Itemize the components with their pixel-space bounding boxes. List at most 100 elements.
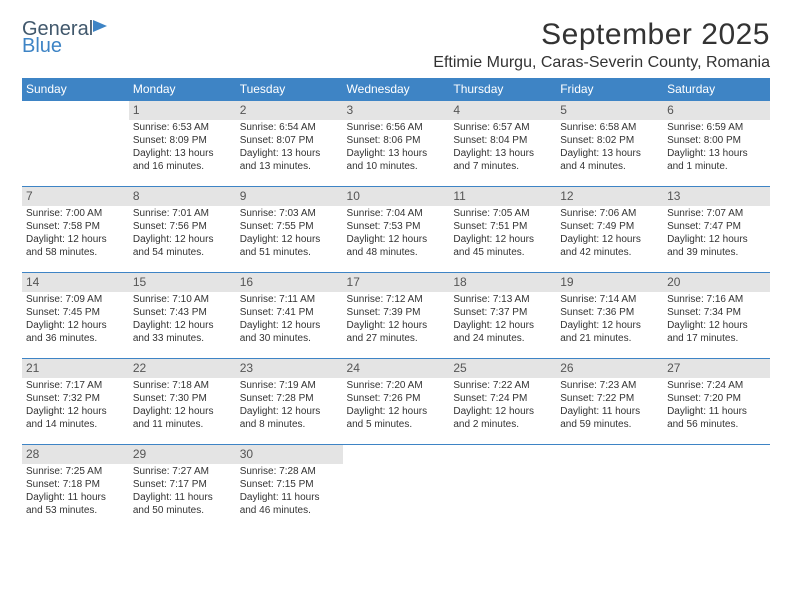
day-number: 17 — [343, 272, 450, 292]
day-number: 20 — [663, 272, 770, 292]
day-text: Sunrise: 6:54 AMSunset: 8:07 PMDaylight:… — [236, 120, 343, 179]
day-number: 2 — [236, 100, 343, 120]
day-cell: 24Sunrise: 7:20 AMSunset: 7:26 PMDayligh… — [343, 358, 450, 444]
day-cell: 2Sunrise: 6:54 AMSunset: 8:07 PMDaylight… — [236, 100, 343, 186]
day-cell: 10Sunrise: 7:04 AMSunset: 7:53 PMDayligh… — [343, 186, 450, 272]
day-text: Sunrise: 7:10 AMSunset: 7:43 PMDaylight:… — [129, 292, 236, 351]
day-text: Sunrise: 7:03 AMSunset: 7:55 PMDaylight:… — [236, 206, 343, 265]
day-number: 16 — [236, 272, 343, 292]
day-text: Sunrise: 7:16 AMSunset: 7:34 PMDaylight:… — [663, 292, 770, 351]
logo-part2: Blue — [22, 35, 62, 57]
day-number: 9 — [236, 186, 343, 206]
week-row: 1Sunrise: 6:53 AMSunset: 8:09 PMDaylight… — [22, 100, 770, 186]
day-number — [22, 100, 129, 118]
location: Eftimie Murgu, Caras-Severin County, Rom… — [433, 54, 770, 72]
day-number: 23 — [236, 358, 343, 378]
dow-tuesday: Tuesday — [236, 78, 343, 100]
day-number: 4 — [449, 100, 556, 120]
day-text: Sunrise: 7:12 AMSunset: 7:39 PMDaylight:… — [343, 292, 450, 351]
day-text: Sunrise: 7:17 AMSunset: 7:32 PMDaylight:… — [22, 378, 129, 437]
day-number: 26 — [556, 358, 663, 378]
day-number: 8 — [129, 186, 236, 206]
day-cell: 29Sunrise: 7:27 AMSunset: 7:17 PMDayligh… — [129, 444, 236, 530]
dow-row: Sunday Monday Tuesday Wednesday Thursday… — [22, 78, 770, 100]
day-cell: 15Sunrise: 7:10 AMSunset: 7:43 PMDayligh… — [129, 272, 236, 358]
day-text: Sunrise: 6:57 AMSunset: 8:04 PMDaylight:… — [449, 120, 556, 179]
day-text: Sunrise: 7:05 AMSunset: 7:51 PMDaylight:… — [449, 206, 556, 265]
day-number: 28 — [22, 444, 129, 464]
day-text: Sunrise: 6:53 AMSunset: 8:09 PMDaylight:… — [129, 120, 236, 179]
day-cell: 6Sunrise: 6:59 AMSunset: 8:00 PMDaylight… — [663, 100, 770, 186]
day-text: Sunrise: 7:24 AMSunset: 7:20 PMDaylight:… — [663, 378, 770, 437]
day-cell: 11Sunrise: 7:05 AMSunset: 7:51 PMDayligh… — [449, 186, 556, 272]
day-cell — [663, 444, 770, 530]
day-cell: 20Sunrise: 7:16 AMSunset: 7:34 PMDayligh… — [663, 272, 770, 358]
day-cell: 26Sunrise: 7:23 AMSunset: 7:22 PMDayligh… — [556, 358, 663, 444]
day-cell: 4Sunrise: 6:57 AMSunset: 8:04 PMDaylight… — [449, 100, 556, 186]
month-title: September 2025 — [433, 18, 770, 52]
day-number: 30 — [236, 444, 343, 464]
day-text: Sunrise: 7:09 AMSunset: 7:45 PMDaylight:… — [22, 292, 129, 351]
header: General Blue September 2025 Eftimie Murg… — [22, 18, 770, 72]
day-number: 19 — [556, 272, 663, 292]
day-cell — [343, 444, 450, 530]
day-cell — [449, 444, 556, 530]
day-text: Sunrise: 6:58 AMSunset: 8:02 PMDaylight:… — [556, 120, 663, 179]
day-number: 7 — [22, 186, 129, 206]
day-text: Sunrise: 7:28 AMSunset: 7:15 PMDaylight:… — [236, 464, 343, 523]
day-text: Sunrise: 7:25 AMSunset: 7:18 PMDaylight:… — [22, 464, 129, 523]
calendar-table: Sunday Monday Tuesday Wednesday Thursday… — [22, 78, 770, 530]
day-text: Sunrise: 7:13 AMSunset: 7:37 PMDaylight:… — [449, 292, 556, 351]
day-cell: 3Sunrise: 6:56 AMSunset: 8:06 PMDaylight… — [343, 100, 450, 186]
title-block: September 2025 Eftimie Murgu, Caras-Seve… — [433, 18, 770, 72]
day-number: 6 — [663, 100, 770, 120]
day-text: Sunrise: 7:11 AMSunset: 7:41 PMDaylight:… — [236, 292, 343, 351]
day-number: 22 — [129, 358, 236, 378]
day-number: 3 — [343, 100, 450, 120]
day-number: 15 — [129, 272, 236, 292]
week-row: 28Sunrise: 7:25 AMSunset: 7:18 PMDayligh… — [22, 444, 770, 530]
day-cell: 27Sunrise: 7:24 AMSunset: 7:20 PMDayligh… — [663, 358, 770, 444]
day-cell: 21Sunrise: 7:17 AMSunset: 7:32 PMDayligh… — [22, 358, 129, 444]
day-cell: 7Sunrise: 7:00 AMSunset: 7:58 PMDaylight… — [22, 186, 129, 272]
day-cell: 25Sunrise: 7:22 AMSunset: 7:24 PMDayligh… — [449, 358, 556, 444]
day-cell: 30Sunrise: 7:28 AMSunset: 7:15 PMDayligh… — [236, 444, 343, 530]
day-text: Sunrise: 7:27 AMSunset: 7:17 PMDaylight:… — [129, 464, 236, 523]
day-text: Sunrise: 6:56 AMSunset: 8:06 PMDaylight:… — [343, 120, 450, 179]
day-text: Sunrise: 7:18 AMSunset: 7:30 PMDaylight:… — [129, 378, 236, 437]
day-number — [449, 444, 556, 462]
day-cell: 9Sunrise: 7:03 AMSunset: 7:55 PMDaylight… — [236, 186, 343, 272]
week-row: 14Sunrise: 7:09 AMSunset: 7:45 PMDayligh… — [22, 272, 770, 358]
day-cell: 14Sunrise: 7:09 AMSunset: 7:45 PMDayligh… — [22, 272, 129, 358]
day-text: Sunrise: 7:20 AMSunset: 7:26 PMDaylight:… — [343, 378, 450, 437]
day-number — [343, 444, 450, 462]
week-row: 7Sunrise: 7:00 AMSunset: 7:58 PMDaylight… — [22, 186, 770, 272]
dow-thursday: Thursday — [449, 78, 556, 100]
dow-friday: Friday — [556, 78, 663, 100]
day-cell — [22, 100, 129, 186]
dow-monday: Monday — [129, 78, 236, 100]
day-cell: 12Sunrise: 7:06 AMSunset: 7:49 PMDayligh… — [556, 186, 663, 272]
day-number — [663, 444, 770, 462]
day-number: 1 — [129, 100, 236, 120]
day-text: Sunrise: 7:07 AMSunset: 7:47 PMDaylight:… — [663, 206, 770, 265]
dow-sunday: Sunday — [22, 78, 129, 100]
logo-triangle-icon — [93, 20, 107, 32]
day-cell: 17Sunrise: 7:12 AMSunset: 7:39 PMDayligh… — [343, 272, 450, 358]
day-text: Sunrise: 7:04 AMSunset: 7:53 PMDaylight:… — [343, 206, 450, 265]
day-number: 13 — [663, 186, 770, 206]
day-cell: 8Sunrise: 7:01 AMSunset: 7:56 PMDaylight… — [129, 186, 236, 272]
day-number: 21 — [22, 358, 129, 378]
day-text: Sunrise: 7:00 AMSunset: 7:58 PMDaylight:… — [22, 206, 129, 265]
day-cell: 13Sunrise: 7:07 AMSunset: 7:47 PMDayligh… — [663, 186, 770, 272]
day-text: Sunrise: 7:01 AMSunset: 7:56 PMDaylight:… — [129, 206, 236, 265]
day-number: 27 — [663, 358, 770, 378]
day-number: 11 — [449, 186, 556, 206]
day-cell: 19Sunrise: 7:14 AMSunset: 7:36 PMDayligh… — [556, 272, 663, 358]
week-row: 21Sunrise: 7:17 AMSunset: 7:32 PMDayligh… — [22, 358, 770, 444]
logo: General Blue — [22, 18, 107, 58]
day-number: 5 — [556, 100, 663, 120]
day-cell: 1Sunrise: 6:53 AMSunset: 8:09 PMDaylight… — [129, 100, 236, 186]
day-number — [556, 444, 663, 462]
day-cell: 16Sunrise: 7:11 AMSunset: 7:41 PMDayligh… — [236, 272, 343, 358]
